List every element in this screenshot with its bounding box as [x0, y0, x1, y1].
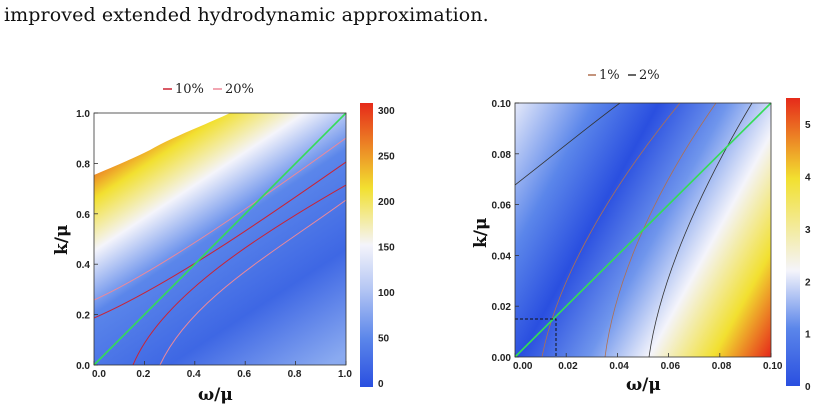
y-tick-label: 0.10 — [492, 99, 512, 110]
x-tick-label: 0.04 — [609, 361, 629, 372]
contour-10pct-lower — [132, 184, 346, 365]
contour-1pct-b — [604, 103, 717, 357]
figure-caption: improved extended hydrodynamic approxima… — [4, 4, 489, 26]
legend-label-10pct: 10% — [175, 82, 204, 97]
x-tick-label: 0.0 — [92, 369, 106, 380]
x-tick-label: 0.2 — [136, 369, 150, 380]
right-axis-ticks: 0.00 0.02 0.04 0.06 0.08 0.10 0.00 0.02 0.04 0.06… — [492, 99, 783, 372]
y-tick-label: 0.6 — [76, 210, 90, 221]
x-tick-label: 0.08 — [712, 361, 732, 372]
left-legend: 10% 20% — [163, 82, 254, 97]
colorbar-tick-label: 0 — [805, 382, 811, 393]
right-legend: 1% 2% — [588, 68, 660, 83]
contour-20pct-lower — [159, 199, 346, 365]
right-dashed-box — [515, 318, 557, 357]
colorbar-tick-label: 250 — [378, 152, 395, 163]
x-tick-label: 1.0 — [338, 369, 352, 380]
colorbar-tick-label: 150 — [378, 243, 395, 254]
legend-label-20pct: 20% — [225, 82, 254, 97]
colorbar-tick-label: 1 — [805, 330, 811, 341]
legend-label-1pct: 1% — [599, 68, 620, 83]
contour-1pct-a — [541, 103, 681, 357]
y-tick-label: 0.08 — [492, 150, 512, 161]
y-tick-label: 0.0 — [76, 361, 90, 372]
colorbar-tick-label: 2 — [805, 277, 811, 288]
left-colorbar — [360, 103, 373, 387]
right-plot-frame — [514, 102, 772, 358]
x-tick-label: 0.10 — [763, 361, 783, 372]
x-tick-label: 0.6 — [237, 369, 251, 380]
left-axis-ticks: 0.0 0.2 0.4 0.6 0.8 1.0 0.0 0.2 0.4 0.6 0.8 1.0 — [76, 109, 352, 380]
left-plot-frame — [93, 112, 347, 366]
y-tick-label: 0.00 — [492, 353, 512, 364]
contour-20pct-upper — [94, 137, 346, 301]
right-diagonal-line — [514, 102, 772, 358]
contour-2pct-a — [515, 103, 621, 186]
x-tick-label: 0.02 — [558, 361, 578, 372]
right-colorbar-ticks: 0 1 2 3 4 5 — [805, 120, 811, 393]
x-tick-label: 0.06 — [661, 361, 681, 372]
right-colorbar — [786, 98, 800, 386]
colorbar-tick-label: 200 — [378, 197, 395, 208]
colorbar-tick-label: 50 — [378, 334, 390, 345]
colorbar-tick-label: 5 — [805, 120, 811, 131]
left-panel: 0.0 0.2 0.4 0.6 0.8 1.0 0.0 0.2 0.4 0.6 0.8 1.0 ω/μ… — [52, 82, 395, 405]
colorbar-tick-label: 100 — [378, 288, 395, 299]
x-tick-label: 0.4 — [187, 369, 201, 380]
contour-10pct-upper — [94, 161, 346, 319]
x-tick-label: 0.8 — [288, 369, 302, 380]
left-diagonal-line — [93, 112, 347, 366]
left-colorbar-ticks: 0 50 100 150 200 250 300 — [378, 106, 395, 390]
contour-2pct-b — [648, 103, 753, 357]
left-saturated-region — [94, 113, 230, 175]
y-tick-label: 0.06 — [492, 201, 512, 212]
right-x-axis-label: ω/μ — [626, 375, 661, 395]
y-tick-label: 0.2 — [76, 311, 90, 322]
left-y-axis-label: k/μ — [52, 225, 72, 255]
y-tick-label: 0.02 — [492, 302, 512, 313]
right-y-axis-label: k/μ — [471, 218, 491, 248]
colorbar-tick-label: 3 — [805, 225, 811, 236]
legend-label-2pct: 2% — [639, 68, 660, 83]
y-tick-label: 0.8 — [76, 159, 90, 170]
y-tick-label: 0.04 — [492, 251, 512, 262]
right-panel: 0.00 0.02 0.04 0.06 0.08 0.10 0.00 0.02 0.04 0.06… — [471, 68, 811, 395]
y-tick-label: 1.0 — [76, 109, 90, 120]
colorbar-tick-label: 0 — [378, 379, 384, 390]
x-tick-label: 0.00 — [513, 361, 533, 372]
colorbar-tick-label: 300 — [378, 106, 395, 117]
left-x-axis-label: ω/μ — [198, 385, 233, 405]
colorbar-tick-label: 4 — [805, 173, 811, 184]
y-tick-label: 0.4 — [76, 260, 90, 271]
